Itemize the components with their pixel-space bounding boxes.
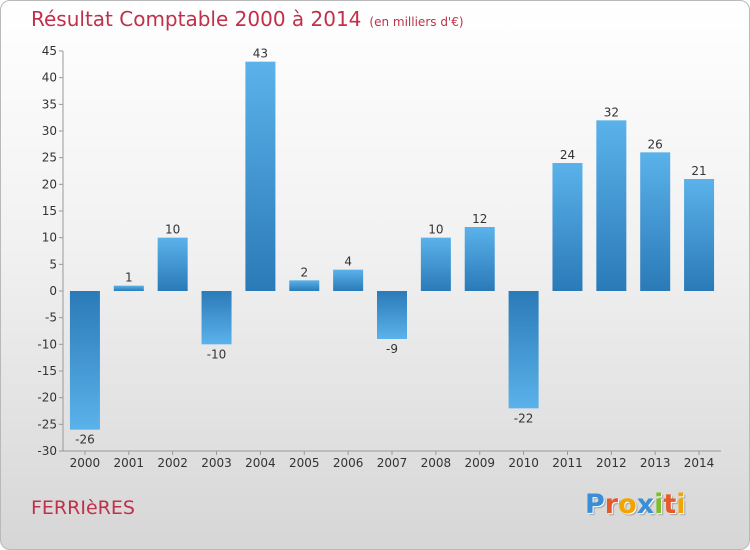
logo-letter: r [604,489,619,520]
logo-letter: i [676,489,686,520]
bar-2006 [333,269,364,291]
y-tick-label: 30 [42,124,57,138]
x-tick-label: 2007 [377,456,408,470]
x-tick-label: 2014 [684,456,715,470]
chart-subtitle: (en milliers d'€) [369,15,464,29]
y-tick-label: -30 [37,444,57,458]
bar-2005 [289,280,320,291]
x-tick-label: 2013 [640,456,671,470]
y-tick-label: -15 [37,364,57,378]
y-tick-label: 0 [49,284,57,298]
x-tick-label: 2010 [508,456,539,470]
y-tick-label: 5 [49,257,57,271]
chart-title: Résultat Comptable 2000 à 2014 [31,7,362,31]
value-label-2001: 1 [125,271,133,285]
bar-2014 [684,179,715,291]
y-tick-label: -5 [45,311,57,325]
bar-2000 [69,291,100,430]
value-label-2011: 24 [560,148,575,162]
bar-2013 [640,152,671,291]
y-tick-label: 45 [42,44,57,58]
y-tick-label: 10 [42,231,57,245]
value-label-2005: 2 [300,265,308,279]
bar-2003 [201,291,232,345]
logo-letter: x [636,489,655,520]
y-tick-label: 15 [42,204,57,218]
value-label-2012: 32 [604,105,619,119]
value-label-2013: 26 [648,137,663,151]
bar-2011 [552,163,583,291]
x-tick-label: 2005 [289,456,320,470]
x-tick-label: 2012 [596,456,627,470]
bar-2010 [508,291,539,409]
x-tick-label: 2008 [421,456,452,470]
value-label-2006: 4 [344,255,352,269]
proxiti-logo: Proxiti [585,489,686,520]
y-tick-label: 25 [42,151,57,165]
value-label-2009: 12 [472,212,487,226]
value-label-2002: 10 [165,223,180,237]
value-label-2004: 43 [253,47,268,61]
logo-letter: o [618,489,637,520]
bar-2009 [464,227,495,291]
x-tick-label: 2004 [245,456,276,470]
chart-title-block: Résultat Comptable 2000 à 2014 (en millie… [31,7,464,31]
bar-2007 [377,291,407,339]
commune-name: FERRIèRES [31,497,135,519]
y-tick-label: -25 [37,417,57,431]
y-tick-label: 40 [42,71,57,85]
bar-2012 [596,120,627,291]
x-tick-label: 2001 [114,456,145,470]
bar-2001 [113,285,144,291]
x-tick-label: 2006 [333,456,364,470]
logo-letter: P [585,489,605,520]
value-label-2000: -26 [75,433,95,447]
x-tick-label: 2003 [201,456,232,470]
value-label-2010: -22 [514,411,534,425]
logo-letter: i [654,489,664,520]
bar-2008 [420,237,451,291]
value-label-2008: 10 [428,223,443,237]
value-label-2007: -9 [386,342,398,356]
bar-2002 [157,237,188,291]
x-tick-label: 2002 [157,456,188,470]
value-label-2014: 21 [691,164,706,178]
logo-letter: t [663,489,677,520]
x-tick-label: 2009 [464,456,495,470]
y-tick-label: 35 [42,97,57,111]
value-label-2003: -10 [207,347,227,361]
bar-2004 [245,61,276,291]
x-tick-label: 2000 [70,456,101,470]
y-tick-label: -10 [37,337,57,351]
y-tick-label: -20 [37,391,57,405]
y-tick-label: 20 [42,177,57,191]
x-tick-label: 2011 [552,456,583,470]
